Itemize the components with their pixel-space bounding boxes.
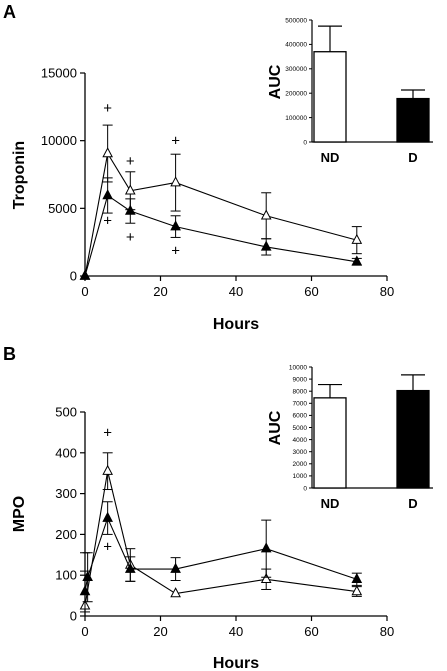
data-point [102,511,113,522]
series-line [84,194,357,277]
inset-bar-chart: 0 1000 2000 3000 4000 5000 6000 7000 8000 9000 100… [267,364,433,511]
x-axis-label: Hours [213,316,259,333]
data-point [170,587,181,598]
inset-y-tick-label: 10000 [289,364,307,371]
x-tick-label: 20 [153,624,167,639]
data-point [351,572,363,584]
inset-y-tick-label: 100000 [285,115,307,122]
series-line [84,471,357,606]
data-point [124,562,136,573]
y-tick-label: 200 [55,527,77,542]
y-tick-label: 15000 [41,66,77,81]
inset-y-tick-label: 5000 [293,425,308,432]
inset-y-tick-label: 9000 [293,376,308,383]
panel-label: B [3,344,16,364]
inset-y-tick-label: 2000 [293,461,308,468]
x-tick-label: 60 [304,284,318,299]
data-point [351,233,363,244]
significance-mark: + [103,100,112,117]
inset-category-label: ND [321,150,340,165]
x-tick-label: 80 [380,624,394,639]
data-point [351,255,363,266]
y-axis-label: Troponin [11,141,28,209]
inset-bar-d [396,97,430,143]
series-line [84,152,357,277]
panel-label: A [3,2,16,22]
series-line [84,516,357,592]
x-tick-label: 0 [81,624,88,639]
inset-bar-chart: 0 100000 200000 300000 400000 500000 ND D AUC [267,17,433,165]
data-point [82,570,93,581]
x-tick-label: 20 [153,284,167,299]
significance-mark: + [126,229,135,246]
x-axis-label: Hours [213,655,259,671]
x-tick-label: 40 [229,624,243,639]
data-point [260,209,272,220]
inset-category-label: D [408,496,417,511]
y-tick-label: 0 [70,269,77,284]
y-tick-label: 500 [55,405,77,420]
significance-mark: + [103,424,112,441]
significance-mark: + [171,242,180,259]
significance-mark: + [126,153,135,170]
data-point [260,572,272,584]
y-tick-label: 400 [55,445,77,460]
inset-bar-d [396,389,430,489]
inset-category-label: ND [321,496,340,511]
x-tick-label: 60 [304,624,318,639]
y-tick-label: 100 [55,568,77,583]
data-point [79,269,91,280]
inset-y-tick-label: 6000 [293,413,308,420]
y-tick-label: 5000 [48,201,77,216]
data-point [260,240,272,251]
inset-y-tick-label: 3000 [293,449,308,456]
y-tick-label: 0 [70,609,77,624]
significance-mark: + [103,213,112,230]
x-tick-label: 80 [380,284,394,299]
significance-mark: + [171,133,180,150]
significance-mark: + [103,539,112,556]
inset-y-tick-label: 7000 [293,401,308,408]
panel-a: A 0 5000 10000 15000 0 20 40 60 80 Hours Troponin + +… [3,2,433,333]
inset-y-tick-label: 500000 [285,17,307,24]
series-filled-triangle [79,501,363,613]
inset-y-tick-label: 0 [303,139,307,146]
inset-y-tick-label: 0 [303,485,307,492]
y-tick-label: 300 [55,486,77,501]
x-tick-label: 40 [229,284,243,299]
inset-y-tick-label: 4000 [293,437,308,444]
data-point [102,464,113,475]
inset-category-label: D [408,150,417,165]
data-point [170,176,181,187]
inset-y-tick-label: 8000 [293,389,308,396]
inset-bar-nd [313,51,347,143]
data-point [124,184,136,195]
inset-y-axis-label: AUC [267,410,284,445]
data-point [124,204,136,215]
series-filled-triangle [79,177,363,280]
data-point [170,562,181,573]
inset-y-tick-label: 1000 [293,473,308,480]
x-tick-label: 0 [81,284,88,299]
inset-y-axis-label: AUC [267,64,284,99]
data-point [260,542,272,553]
y-tick-label: 10000 [41,133,77,148]
data-point [351,585,363,596]
inset-y-tick-label: 200000 [285,91,307,98]
data-point [102,147,113,158]
data-point [102,189,113,200]
inset-y-tick-label: 300000 [285,66,307,73]
data-point [170,220,181,231]
inset-bar-nd [313,397,347,489]
y-axis-label: MPO [11,496,28,532]
inset-y-tick-label: 400000 [285,42,307,49]
